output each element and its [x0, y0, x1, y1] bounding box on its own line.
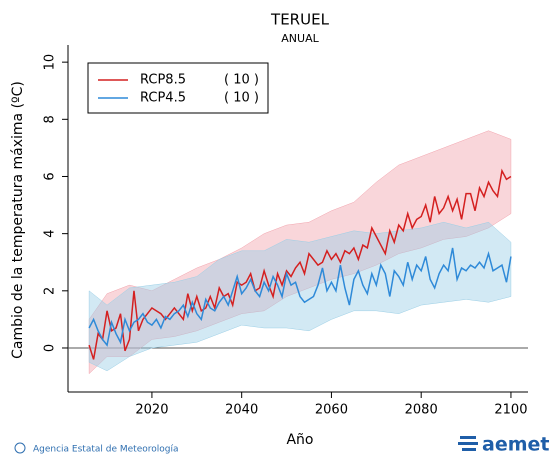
chart-subtitle: ANUAL [281, 32, 319, 45]
legend-count: ( 10 ) [224, 73, 259, 88]
source: Agencia Estatal de Meteorología [33, 445, 179, 455]
logo-icon [458, 436, 478, 451]
copyright-icon [14, 442, 26, 454]
y-tick-label: 0 [43, 344, 58, 352]
y-tick-label: 6 [43, 172, 58, 180]
x-axis-label: Año [286, 432, 313, 448]
x-tick-label: 2060 [315, 403, 348, 418]
x-tick-label: 2040 [225, 403, 258, 418]
series-line [88, 247, 512, 347]
y-tick-label: 4 [43, 230, 58, 238]
x-tick-label: 2020 [135, 403, 168, 418]
legend-count: ( 10 ) [224, 91, 259, 106]
y-axis-label: Cambio de la temperatura máxima (ºC) [10, 81, 26, 359]
series-line [88, 168, 512, 360]
uncertainty-band [88, 130, 512, 375]
y-tick-label: 2 [43, 287, 58, 295]
chart-title: TERUEL [270, 11, 330, 29]
legend-label: RCP8.5 [140, 73, 186, 88]
x-tick-label: 2100 [494, 403, 527, 418]
legend-label: RCP4.5 [140, 91, 186, 106]
y-tick-label: 10 [43, 54, 58, 71]
y-tick-label: 8 [43, 115, 58, 123]
logo-text: aemet [482, 434, 549, 456]
x-tick-label: 2080 [405, 403, 438, 418]
legend-box [87, 62, 269, 114]
